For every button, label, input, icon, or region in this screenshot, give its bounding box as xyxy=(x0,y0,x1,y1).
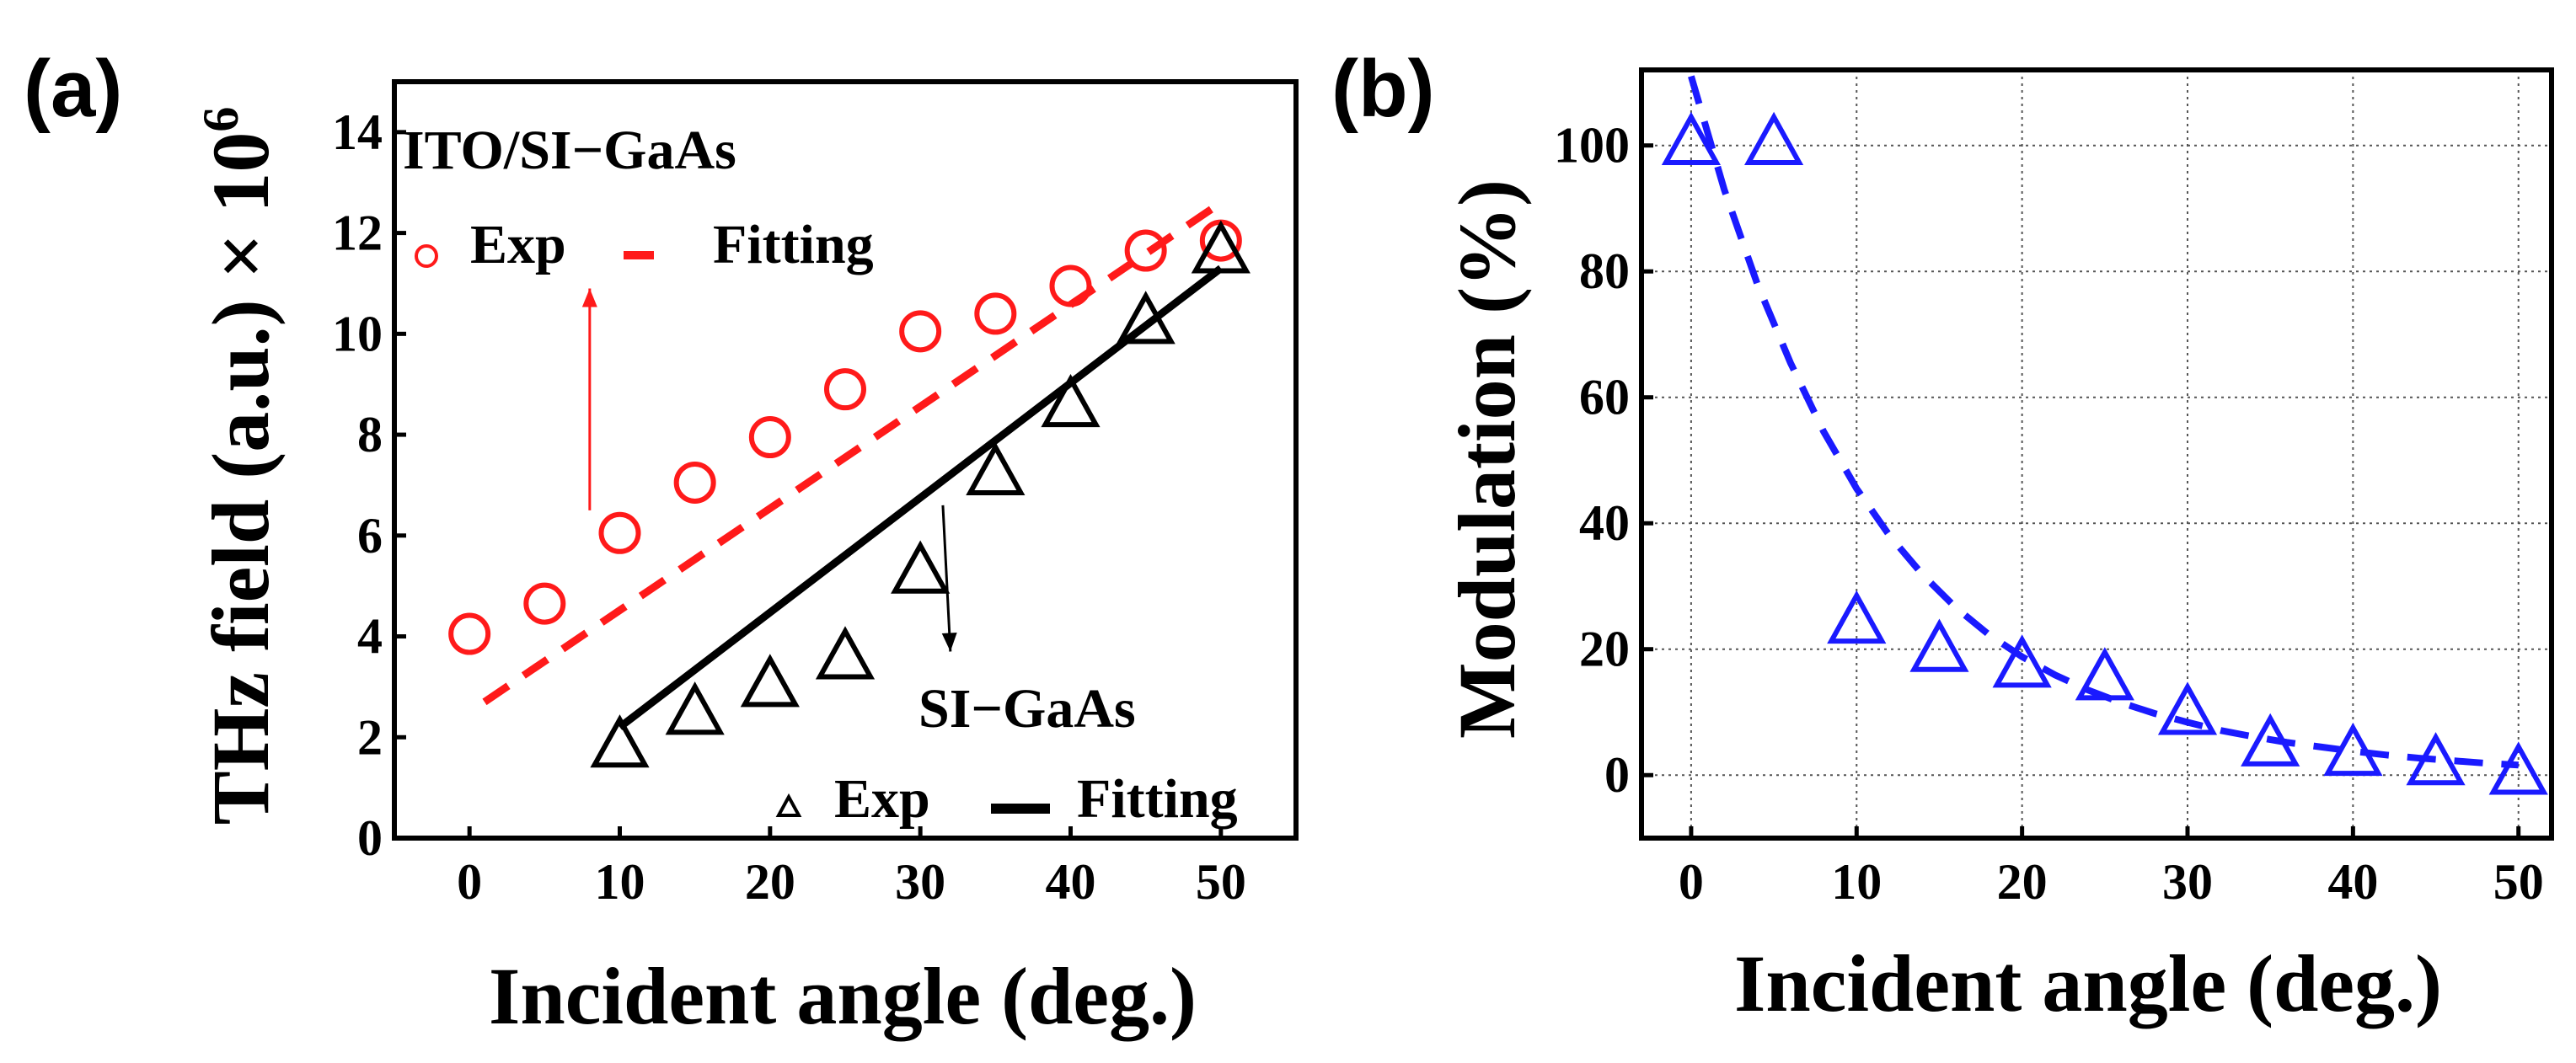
x-tick-label: 10 xyxy=(595,854,645,910)
y-tick-label: 40 xyxy=(1579,495,1630,551)
fit-line xyxy=(482,199,1224,706)
data-point-triangle xyxy=(740,654,800,708)
panel-a-ylabel: THz field (a.u.) × 106 xyxy=(193,107,286,825)
series-si-gaas-fitting xyxy=(617,264,1224,730)
panel-a-ylabel-group: THz field (a.u.) × 106 xyxy=(193,107,286,825)
data-point-triangle xyxy=(1992,634,2052,688)
data-point-triangle xyxy=(1661,111,1722,165)
legend-group1-exp: Exp xyxy=(470,214,566,275)
panel-a-legend: ITO/SI−GaAs Exp Fitting SI−GaAs Exp Fitt… xyxy=(403,120,1238,830)
legend-group1-title: ITO/SI−GaAs xyxy=(403,120,736,181)
x-tick-label: 10 xyxy=(1831,854,1882,910)
legend-group2-title: SI−GaAs xyxy=(918,678,1136,740)
y-tick-label: 0 xyxy=(357,810,383,866)
panel-a: (a) 0 10 20 30 40 50 0 2 4 6 8 10 12 14 ITO/SI−GaAs E… xyxy=(24,44,1299,1041)
data-point-triangle xyxy=(1909,618,1969,672)
y-tick-label: 80 xyxy=(1579,243,1630,299)
data-point-circle xyxy=(448,612,491,655)
data-point-triangle xyxy=(665,681,725,735)
y-tick-label: 20 xyxy=(1579,622,1630,677)
x-tick-label: 20 xyxy=(1997,854,2048,910)
y-tick-label: 10 xyxy=(332,306,383,361)
y-tick-label: 6 xyxy=(357,508,383,564)
panel-b-label: (b) xyxy=(1331,44,1435,134)
data-point-circle xyxy=(748,416,791,459)
data-point-triangle xyxy=(2157,681,2218,735)
y-tick-label: 60 xyxy=(1579,370,1630,425)
data-point-circle xyxy=(1124,229,1167,272)
panel-b-ylabel: Modulation (%) xyxy=(1442,179,1532,739)
data-point-circle xyxy=(824,368,866,411)
panel-b-xlabel: Incident angle (deg.) xyxy=(1734,938,2442,1028)
panel-b-ticks: 0 10 20 30 40 50 0 20 40 60 80 100 xyxy=(1554,118,2544,910)
y-tick-label: 0 xyxy=(1604,747,1630,803)
panel-a-ylabel-exponent: 6 xyxy=(193,107,249,132)
panel-b-grid xyxy=(1641,70,2552,838)
x-tick-label: 30 xyxy=(2162,854,2213,910)
data-point-circle xyxy=(673,461,716,504)
data-point-circle xyxy=(899,310,942,353)
fit-line xyxy=(1688,75,2519,769)
annotation-arrow-head xyxy=(941,633,957,652)
y-tick-label: 4 xyxy=(357,609,383,665)
legend-group1-fit: Fitting xyxy=(713,214,874,275)
y-tick-label: 12 xyxy=(332,206,383,261)
series-modulation-fitting xyxy=(1688,75,2519,769)
y-tick-label: 100 xyxy=(1554,118,1630,174)
legend-group2-fit: Fitting xyxy=(1077,768,1238,830)
x-tick-label: 30 xyxy=(895,854,945,910)
data-point-circle xyxy=(974,292,1017,335)
x-tick-label: 50 xyxy=(2493,854,2544,910)
panel-a-ticks: 0 10 20 30 40 50 0 2 4 6 8 10 12 14 xyxy=(332,104,1246,910)
legend-circle-marker xyxy=(415,244,438,268)
panel-a-xlabel: Incident angle (deg.) xyxy=(489,951,1197,1041)
panel-a-label: (a) xyxy=(24,44,122,134)
data-point-circle xyxy=(523,582,566,625)
y-tick-label: 14 xyxy=(332,104,383,160)
data-point-triangle xyxy=(1743,111,1804,165)
data-point-circle xyxy=(598,511,641,554)
fit-line xyxy=(617,264,1224,730)
x-tick-label: 0 xyxy=(1679,854,1704,910)
x-tick-label: 40 xyxy=(1046,854,1096,910)
y-tick-label: 2 xyxy=(357,709,383,765)
panel-b-series xyxy=(1661,75,2548,795)
y-tick-label: 8 xyxy=(357,407,383,462)
panel-b-plot-frame xyxy=(1639,67,2554,841)
data-point-triangle xyxy=(966,441,1026,495)
series-ito-si-gaas-fitting xyxy=(482,199,1224,706)
legend-triangle-marker xyxy=(775,793,802,817)
x-tick-label: 40 xyxy=(2327,854,2378,910)
data-point-triangle xyxy=(2488,741,2548,795)
panel-b: (b) 0 10 20 30 40 50 0 20 40 60 80 100 Incident ang… xyxy=(1331,44,2554,1028)
panel-a-annotations xyxy=(581,288,957,652)
panel-a-ylabel-text: THz field (a.u.) × 10 xyxy=(195,132,286,825)
data-point-triangle xyxy=(1041,373,1101,428)
data-point-triangle xyxy=(590,714,650,768)
panel-a-plot-frame xyxy=(392,79,1299,841)
annotation-arrow-head xyxy=(581,288,597,307)
x-tick-label: 0 xyxy=(457,854,482,910)
data-point-triangle xyxy=(1827,590,1887,644)
series-modulation-exp xyxy=(1661,111,2548,795)
data-point-triangle xyxy=(815,626,876,680)
x-tick-label: 50 xyxy=(1196,854,1246,910)
x-tick-label: 20 xyxy=(745,854,795,910)
annotation-arrow-shaft xyxy=(941,505,952,652)
legend-group2-exp: Exp xyxy=(834,768,930,830)
panel-a-series xyxy=(448,199,1251,768)
data-point-triangle xyxy=(891,540,951,594)
series-ito-si-gaas-exp xyxy=(448,219,1242,655)
